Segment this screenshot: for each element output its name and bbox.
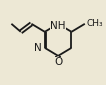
Text: NH: NH: [50, 21, 66, 31]
Text: CH₃: CH₃: [86, 19, 103, 28]
Text: O: O: [54, 57, 62, 67]
Text: N: N: [34, 43, 42, 53]
